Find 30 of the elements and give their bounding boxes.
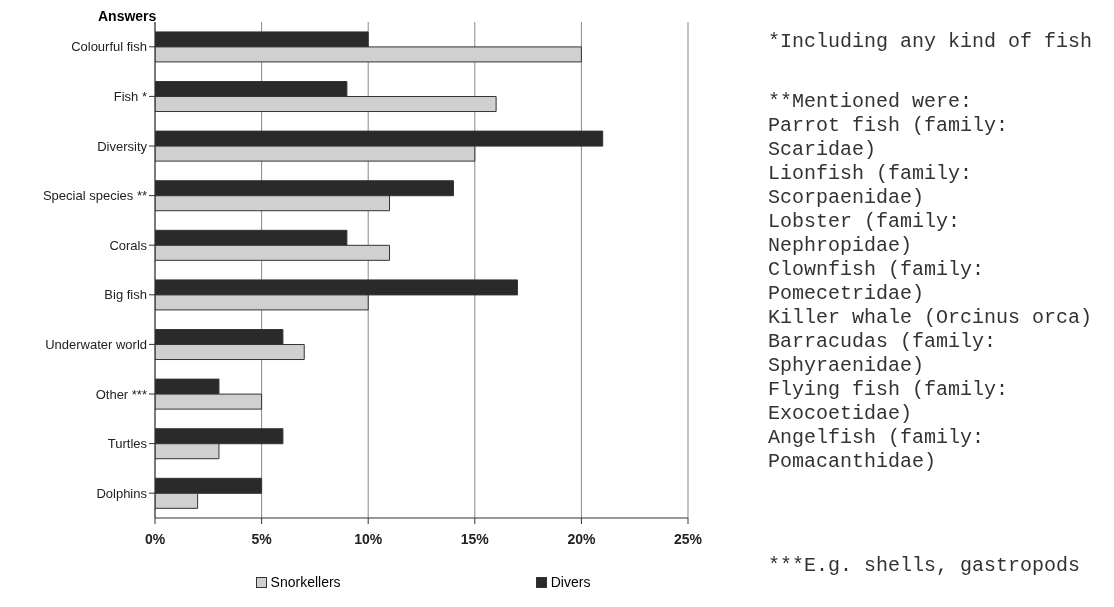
y-tick-label: Turtles [107, 436, 148, 452]
y-tick-label: Underwater world [45, 337, 147, 353]
text: *Including any kind of fish [768, 30, 1094, 54]
text: Flying fish (family: Exocoetidae) [768, 378, 1010, 426]
y-tick-label: Special species ** [42, 188, 147, 204]
x-tick-label: 25% [673, 530, 703, 547]
x-tick-label: 20% [567, 530, 596, 547]
text: Angelfish (family: Pomacanthidae) [768, 426, 986, 474]
y-tick-label: Colourful fish [71, 39, 147, 55]
text: Barracudas (family: Sphyraenidae) [768, 330, 998, 378]
text: Clownfish (family: Pomecetridae) [768, 258, 986, 306]
y-tick-label: Fish * [113, 89, 147, 105]
text: Lobster (family: Nephropidae) [768, 210, 962, 258]
text: ***E.g. shells, gastropods [768, 554, 1082, 578]
text: Parrot fish (family: Scaridae) [768, 114, 1010, 162]
legend-label: Divers [549, 574, 591, 590]
y-tick-label: Corals [109, 237, 148, 253]
y-tick-label: Diversity [97, 138, 148, 154]
y-tick-label: Dolphins [96, 485, 148, 501]
x-tick-label: 15% [460, 530, 490, 547]
y-axis-title: Answers [98, 8, 157, 24]
y-tick-label: Other *** [95, 386, 147, 402]
text: **Mentioned were: [768, 90, 974, 114]
y-tick-label: Big fish [104, 287, 147, 303]
x-tick-label: 0% [144, 530, 166, 547]
x-tick-label: 10% [354, 530, 383, 547]
x-tick-label: 5% [251, 530, 273, 547]
text: Killer whale (Orcinus orca) [768, 306, 1094, 330]
text: Lionfish (family: Scorpaenidae) [768, 162, 974, 210]
legend-label: Snorkellers [269, 574, 341, 590]
